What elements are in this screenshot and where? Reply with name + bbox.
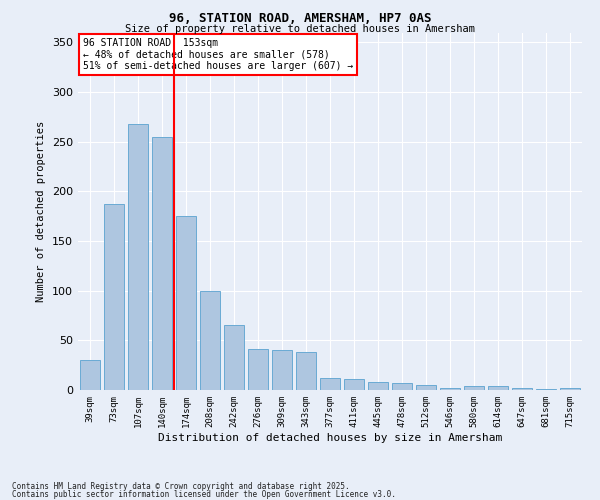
Text: Contains public sector information licensed under the Open Government Licence v3: Contains public sector information licen… [12, 490, 396, 499]
Bar [320, 378, 340, 390]
Bar [488, 386, 508, 390]
Bar [248, 350, 268, 390]
Bar [368, 382, 388, 390]
Y-axis label: Number of detached properties: Number of detached properties [37, 120, 46, 302]
Bar [416, 385, 436, 390]
Bar [104, 204, 124, 390]
X-axis label: Distribution of detached houses by size in Amersham: Distribution of detached houses by size … [158, 432, 502, 442]
Bar [224, 326, 244, 390]
Bar [152, 137, 172, 390]
Bar [512, 388, 532, 390]
Bar [272, 350, 292, 390]
Bar [536, 389, 556, 390]
Text: Contains HM Land Registry data © Crown copyright and database right 2025.: Contains HM Land Registry data © Crown c… [12, 482, 350, 491]
Bar [344, 379, 364, 390]
Bar [560, 388, 580, 390]
Bar [392, 383, 412, 390]
Text: Size of property relative to detached houses in Amersham: Size of property relative to detached ho… [125, 24, 475, 34]
Bar [440, 388, 460, 390]
Bar [296, 352, 316, 390]
Bar [128, 124, 148, 390]
Bar [176, 216, 196, 390]
Bar [200, 290, 220, 390]
Bar [80, 360, 100, 390]
Text: 96, STATION ROAD, AMERSHAM, HP7 0AS: 96, STATION ROAD, AMERSHAM, HP7 0AS [169, 12, 431, 26]
Bar [464, 386, 484, 390]
Text: 96 STATION ROAD: 153sqm
← 48% of detached houses are smaller (578)
51% of semi-d: 96 STATION ROAD: 153sqm ← 48% of detache… [83, 38, 353, 71]
